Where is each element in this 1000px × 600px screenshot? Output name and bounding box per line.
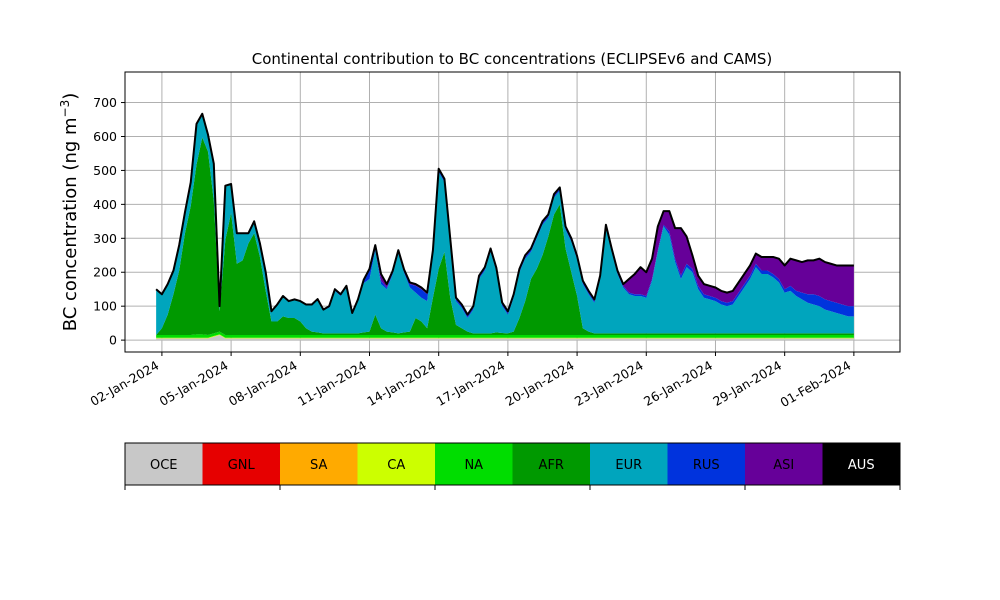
x-tick-label: 26-Jan-2024 (641, 358, 715, 409)
x-tick-label: 11-Jan-2024 (295, 358, 369, 409)
legend-swatch-na (435, 443, 513, 485)
x-tick-label: 02-Jan-2024 (87, 358, 161, 409)
area-asi (156, 113, 854, 317)
x-tick-label: 23-Jan-2024 (572, 358, 646, 409)
plot-frame (124, 71, 901, 353)
legend-label-sa: SA (310, 458, 327, 473)
y-tick-label: 300 (93, 231, 117, 246)
y-tick-label: 700 (93, 95, 117, 110)
y-tick-label: 200 (93, 265, 117, 280)
y-tick-label: 100 (93, 299, 117, 314)
colorbar-legend: OCE GNL SA CA NA AFR EUR RUS ASI AUS (124, 442, 901, 490)
y-axis: 0 100 200 300 400 500 600 700 (93, 95, 125, 348)
legend-label-aus: AUS (848, 458, 875, 473)
legend-swatch-aus (822, 443, 900, 485)
stacked-areas (156, 113, 854, 341)
legend-frame (124, 442, 901, 486)
y-tick-label: 500 (93, 163, 117, 178)
y-axis-label-main: BC concentration (ng m (60, 117, 81, 331)
x-tick-label: 14-Jan-2024 (364, 358, 438, 409)
legend-swatch-rus (667, 443, 745, 485)
legend-label-ca: CA (387, 458, 405, 473)
legend-label-eur: EUR (615, 458, 642, 473)
area-afr (156, 137, 854, 336)
x-tick-label: 17-Jan-2024 (433, 358, 507, 409)
y-axis-label-close: ) (60, 93, 81, 100)
x-tick-label: 29-Jan-2024 (710, 358, 784, 409)
y-axis-label: BC concentration (ng m−3) (58, 93, 81, 332)
legend-label-asi: ASI (773, 458, 794, 473)
area-ca (156, 334, 854, 339)
legend-swatch-afr (512, 443, 590, 485)
legend-label-afr: AFR (539, 458, 564, 473)
x-axis: 02-Jan-202405-Jan-202408-Jan-202411-Jan-… (87, 352, 855, 410)
legend-label-oce: OCE (150, 458, 178, 473)
area-oce (156, 335, 854, 341)
total-line (155, 112, 854, 316)
y-tick-label: 400 (93, 197, 117, 212)
legend-label-na: NA (464, 458, 483, 473)
x-tick-label: 01-Feb-2024 (778, 358, 854, 410)
y-tick-label: 0 (109, 333, 117, 348)
total-outline (155, 112, 854, 316)
legend-swatch-ca (357, 443, 435, 485)
legend-swatch-gnl (202, 443, 280, 485)
x-tick-label: 08-Jan-2024 (226, 358, 300, 409)
chart-title: Continental contribution to BC concentra… (252, 50, 773, 68)
x-tick-label: 05-Jan-2024 (157, 358, 231, 409)
legend-swatch-oce (125, 443, 203, 485)
legend-swatch-eur (590, 443, 668, 485)
x-tick-label: 20-Jan-2024 (503, 358, 577, 409)
legend-swatch-sa (280, 443, 358, 485)
y-tick-label: 600 (93, 129, 117, 144)
legend-label-rus: RUS (693, 458, 720, 473)
y-axis-label-exponent: −3 (58, 100, 72, 118)
area-na (156, 331, 854, 338)
legend-label-gnl: GNL (228, 458, 256, 473)
legend-swatch-asi (745, 443, 823, 485)
area-eur (156, 113, 854, 336)
